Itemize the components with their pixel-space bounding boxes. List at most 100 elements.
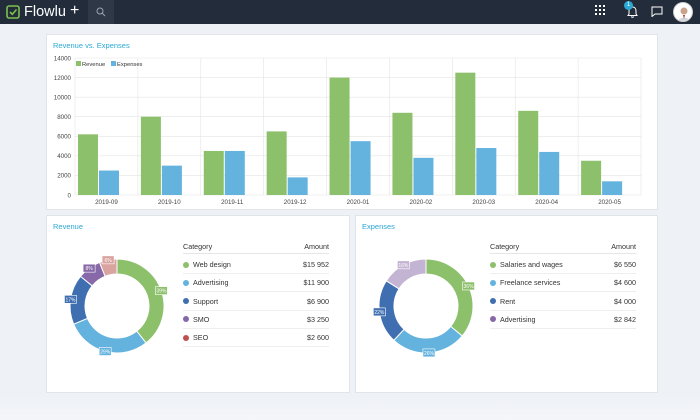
donut-percent-label: 6% — [104, 258, 112, 264]
expenses-bar — [287, 177, 308, 195]
expenses-bar — [224, 150, 245, 195]
legend-swatch — [111, 61, 116, 66]
category-cell: Salaries and wages — [490, 260, 563, 269]
y-tick-label: 12000 — [54, 75, 72, 82]
revenue-bar — [581, 160, 602, 195]
category-color-dot — [490, 298, 496, 305]
donut-label-box — [422, 348, 436, 358]
amount-cell: $6 550 — [614, 260, 636, 269]
revenue-bar — [140, 116, 161, 195]
x-tick-label: 2020-01 — [347, 199, 370, 206]
x-tick-label: 2020-04 — [535, 199, 558, 206]
amount-cell: $15 952 — [303, 260, 329, 269]
table-row: Salaries and wages $6 550 — [490, 256, 636, 274]
table-row: Advertising $2 842 — [490, 311, 636, 329]
revenue-bar — [329, 77, 350, 195]
x-tick-label: 2019-11 — [221, 199, 244, 206]
expenses-bar — [413, 157, 434, 195]
user-avatar[interactable] — [673, 2, 693, 22]
amount-cell: $3 250 — [307, 314, 329, 324]
amount-cell: $4 600 — [614, 278, 636, 288]
category-color-dot — [183, 298, 189, 305]
donut-percent-label: 29% — [100, 349, 111, 355]
page-footer — [0, 396, 700, 420]
table-row: Web design $15 952 — [183, 256, 329, 274]
revenue-card: Revenue 39% 29% 17% 8% 6% Category Amount We… — [46, 215, 350, 393]
category-header[interactable]: Category — [490, 242, 520, 251]
notification-badge: 1 — [624, 1, 633, 10]
revenue-table: Category Amount Web design $15 952 Adverti… — [183, 240, 329, 350]
donut-label-box — [101, 255, 115, 265]
revenue-bar — [266, 131, 287, 195]
donut-label-box — [462, 281, 475, 291]
category-color-dot — [183, 316, 189, 323]
revenue-vs-expenses-card: Revenue vs. Expenses 0 2000 4000 6000 8000 10… — [46, 34, 658, 210]
category-label: Salaries and wages — [500, 260, 563, 269]
expenses-bar — [161, 165, 182, 195]
legend-label: Revenue — [82, 62, 105, 68]
revenue-donut-chart: 39% 29% 17% 8% 6% — [64, 255, 168, 356]
donut-label-box — [64, 295, 77, 304]
y-tick-label: 4000 — [57, 153, 71, 160]
avatar-image — [677, 7, 691, 21]
category-cell: Freelance services — [490, 278, 560, 287]
table-row: Support $6 900 — [183, 293, 329, 311]
x-tick-label: 2020-05 — [598, 199, 621, 206]
category-cell: SEO — [183, 333, 208, 342]
donut-label-box — [155, 286, 168, 295]
expenses-card: Expenses 36% 26% 22% 16% Category Amount Sa… — [355, 215, 658, 393]
y-tick-label: 14000 — [54, 55, 72, 62]
donut-label-box — [82, 263, 96, 273]
expenses-donut-chart: 36% 26% 22% 16% — [373, 258, 475, 358]
revenue-expenses-chart: 0 2000 4000 6000 8000 10000 12000 14000 2019-09 2… — [54, 55, 642, 206]
x-tick-label: 2020-02 — [410, 199, 433, 206]
chat-icon[interactable] — [651, 6, 663, 17]
add-icon[interactable]: + — [70, 2, 80, 19]
table-row: Rent $4 000 — [490, 293, 636, 311]
x-tick-label: 2019-10 — [158, 199, 181, 206]
apps-grid-icon[interactable] — [595, 5, 605, 15]
amount-cell: $2 600 — [307, 333, 329, 343]
amount-cell: $11 900 — [303, 278, 329, 288]
category-cell: Advertising — [490, 315, 536, 324]
expenses-title: Expenses — [362, 222, 395, 231]
category-label: Rent — [500, 296, 516, 306]
donut-label-box — [397, 260, 410, 270]
table-row: SEO $2 600 — [183, 329, 329, 348]
x-tick-label: 2019-09 — [95, 199, 118, 206]
x-tick-label: 2019-12 — [284, 199, 307, 206]
donut-slice — [116, 258, 165, 344]
revenue-bar — [203, 150, 224, 195]
expenses-bar — [476, 148, 497, 195]
revenue-bar — [78, 134, 98, 195]
table-row: Freelance services $4 600 — [490, 274, 636, 293]
y-tick-label: 10000 — [54, 94, 72, 101]
chart-title: Revenue vs. Expenses — [53, 41, 130, 50]
expenses-bar — [602, 181, 623, 195]
amount-header[interactable]: Amount — [304, 242, 329, 251]
expenses-bar — [350, 141, 371, 195]
search-icon — [96, 7, 106, 17]
app-logo[interactable]: Flowlu — [6, 3, 66, 21]
donut-percent-label: 36% — [464, 284, 475, 290]
category-color-dot — [183, 279, 189, 286]
category-label: Advertising — [500, 314, 536, 324]
amount-cell: $2 842 — [614, 314, 636, 324]
donut-percent-label: 16% — [398, 263, 409, 269]
table-row: Advertising $11 900 — [183, 274, 329, 293]
category-label: SMO — [193, 314, 210, 324]
donut-slice — [385, 258, 427, 290]
table-header: Category Amount — [490, 240, 636, 254]
search-button[interactable] — [88, 0, 114, 24]
donut-percent-label: 26% — [424, 351, 435, 357]
amount-cell: $6 900 — [307, 296, 329, 306]
revenue-title: Revenue — [53, 222, 84, 231]
legend-swatch — [76, 61, 81, 66]
amount-header[interactable]: Amount — [611, 242, 636, 251]
expenses-bar — [99, 170, 119, 195]
donut-percent-label: 22% — [374, 310, 385, 316]
category-color-dot — [183, 261, 189, 268]
category-cell: Rent — [490, 297, 515, 306]
category-header[interactable]: Category — [183, 242, 213, 251]
flowlu-logo-icon — [6, 5, 20, 19]
